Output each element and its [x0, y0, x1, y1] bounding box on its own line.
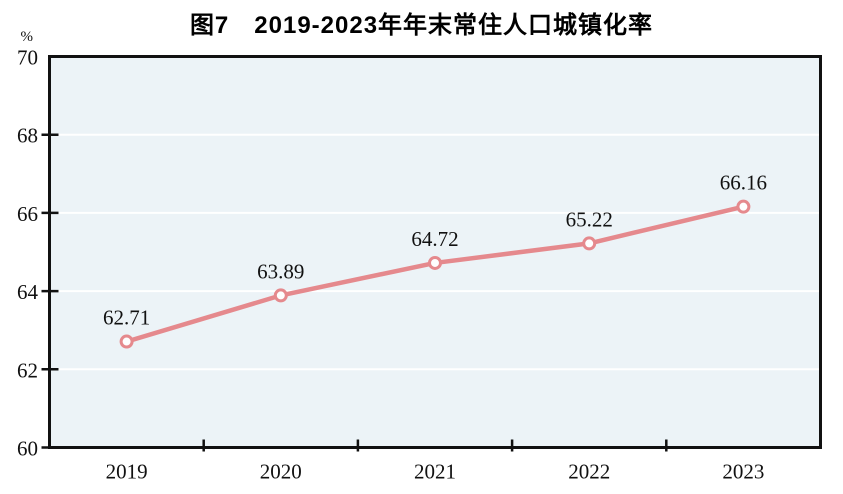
y-axis-label: 62 — [17, 358, 38, 382]
data-point-marker — [273, 288, 288, 303]
x-axis-label: 2023 — [722, 460, 764, 484]
data-point-label: 62.71 — [103, 306, 150, 330]
y-axis-label: 60 — [17, 437, 38, 461]
x-axis-label: 2021 — [414, 460, 456, 484]
data-point-label: 66.16 — [720, 171, 767, 195]
data-point-label: 63.89 — [257, 259, 304, 283]
y-axis-unit-label: % — [21, 29, 34, 45]
y-axis-label: 68 — [17, 124, 38, 148]
data-point-marker — [119, 334, 134, 349]
data-point-marker — [582, 236, 597, 251]
data-point-marker — [736, 199, 751, 214]
chart-title: 图7 2019-2023年年末常住人口城镇化率 — [189, 12, 654, 39]
x-axis-label: 2020 — [260, 460, 302, 484]
y-axis-label: 64 — [17, 280, 39, 304]
plot-frame — [48, 55, 822, 449]
data-point-marker — [428, 255, 442, 270]
data-point-label: 65.22 — [566, 207, 613, 231]
y-axis-label: 66 — [17, 202, 38, 226]
plot-area-background — [49, 56, 821, 448]
y-axis-label: 70 — [17, 46, 38, 70]
data-point-label: 64.72 — [411, 227, 458, 251]
x-axis-label: 2019 — [106, 460, 148, 484]
x-axis-label: 2022 — [568, 460, 610, 484]
